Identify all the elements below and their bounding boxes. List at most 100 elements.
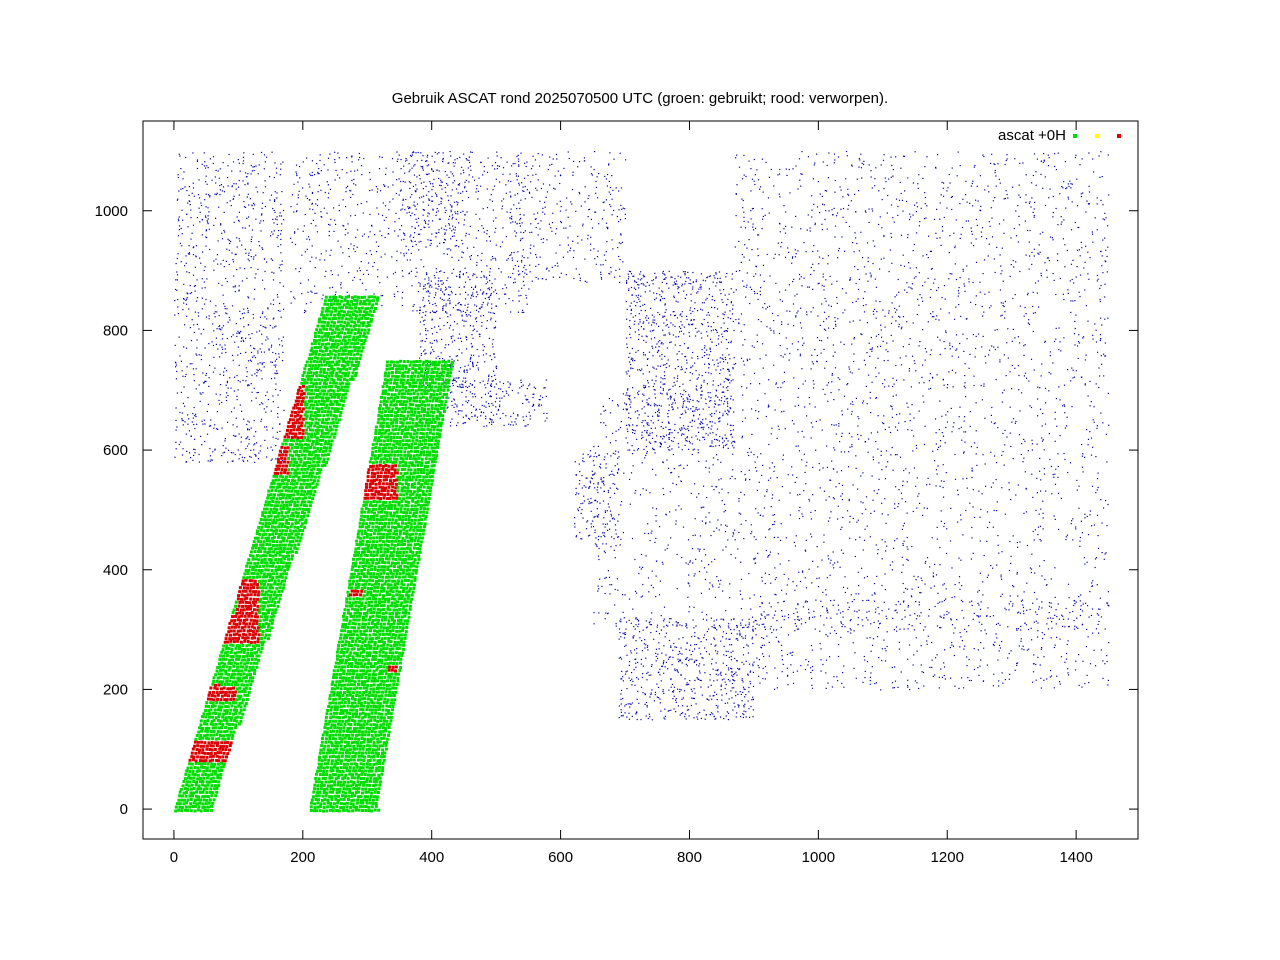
coastline-dot [1068, 597, 1070, 599]
coastline-dot [797, 349, 799, 351]
coastline-dot [1011, 340, 1013, 342]
coastline-dot [271, 271, 273, 273]
coastline-dot [1078, 334, 1080, 336]
coastline-dot [261, 213, 263, 215]
coastline-dot [651, 432, 653, 434]
coastline-dot [673, 295, 675, 297]
coastline-dot [1033, 208, 1035, 210]
coastline-dot [1003, 464, 1005, 466]
coastline-dot [662, 427, 664, 429]
coastline-dot [526, 303, 528, 305]
coastline-dot [452, 307, 454, 309]
coastline-dot [762, 343, 764, 345]
coastline-dot [309, 208, 311, 210]
coastline-dot [515, 235, 517, 237]
coastline-dot [263, 154, 266, 156]
coastline-dot [852, 320, 854, 322]
coastline-dot [587, 234, 589, 236]
coastline-dot [667, 413, 669, 415]
coastline-dot [193, 406, 195, 409]
coastline-dot [892, 385, 894, 388]
coastline-dot [337, 240, 339, 242]
coastline-dot [204, 287, 206, 289]
coastline-dot [858, 418, 860, 420]
coastline-dot [348, 272, 350, 274]
coastline-dot [475, 317, 477, 319]
coastline-dot [635, 295, 637, 297]
coastline-dot [719, 435, 721, 438]
coastline-dot [489, 240, 491, 242]
coastline-dot [940, 308, 942, 310]
coastline-dot [643, 406, 645, 408]
coastline-dot [756, 341, 758, 343]
coastline-dot [642, 322, 644, 324]
coastline-dot [1055, 338, 1057, 340]
coastline-dot [641, 434, 643, 436]
coastline-dot [264, 426, 266, 428]
coastline-dot [742, 360, 745, 362]
coastline-dot [1076, 266, 1078, 268]
coastline-dot [1079, 164, 1081, 166]
coastline-dot [270, 378, 273, 380]
coastline-dot [261, 378, 263, 380]
coastline-dot [732, 308, 734, 310]
coastline-dot [688, 277, 690, 279]
coastline-dot [1037, 398, 1039, 400]
coastline-dot [510, 180, 512, 183]
coastline-dot [280, 215, 283, 217]
coastline-dot [1107, 317, 1109, 319]
coastline-dot [601, 218, 603, 220]
coastline-dot [791, 466, 793, 468]
coastline-dot [1100, 250, 1102, 252]
coastline-dot [443, 253, 445, 255]
coastline-dot [448, 248, 450, 250]
coastline-dot [655, 375, 657, 377]
coastline-dot [924, 192, 926, 194]
coastline-dot [851, 165, 853, 167]
coastline-dot [327, 157, 330, 159]
coastline-dot [628, 326, 630, 328]
coastline-dot [194, 266, 196, 268]
coastline-dot [267, 307, 269, 309]
coastline-dot [646, 364, 648, 366]
coastline-dot [759, 274, 761, 276]
coastline-dot [1104, 355, 1106, 357]
coastline-dot [726, 304, 728, 306]
coastline-dot [792, 256, 794, 258]
coastline-dot [793, 278, 795, 280]
coastline-dot [195, 388, 197, 390]
coastline-dot [772, 617, 774, 619]
coastline-dot [223, 191, 225, 193]
coastline-dot [276, 372, 279, 374]
coastline-dot [738, 166, 741, 168]
coastline-dot [282, 161, 284, 163]
coastline-dot [674, 384, 676, 386]
coastline-dot [637, 296, 639, 298]
coastline-dot [311, 174, 313, 177]
coastline-dot [217, 263, 219, 265]
coastline-dot [703, 506, 705, 508]
coastline-dot [644, 457, 646, 459]
coastline-dot [617, 247, 619, 249]
coastline-dot [247, 360, 250, 362]
coastline-dot [264, 326, 266, 328]
coastline-dot [446, 248, 448, 250]
coastline-dot [1086, 200, 1088, 202]
coastline-dot [724, 356, 726, 359]
coastline-dot [205, 216, 207, 218]
coastline-dot [427, 330, 429, 332]
coastline-dot [890, 176, 892, 178]
coastline-dot [703, 381, 705, 383]
coastline-dot [334, 179, 336, 181]
coastline-dot [835, 215, 838, 217]
coastline-dot [1039, 387, 1041, 389]
coastline-dot [311, 202, 313, 204]
coastline-dot [875, 376, 877, 378]
coastline-dot [199, 400, 201, 402]
coastline-dot [698, 288, 700, 290]
coastline-dot [871, 348, 873, 350]
coastline-dot [629, 320, 631, 322]
coastline-dot [428, 173, 430, 175]
coastline-dot [280, 270, 282, 272]
coastline-dot [221, 401, 223, 403]
